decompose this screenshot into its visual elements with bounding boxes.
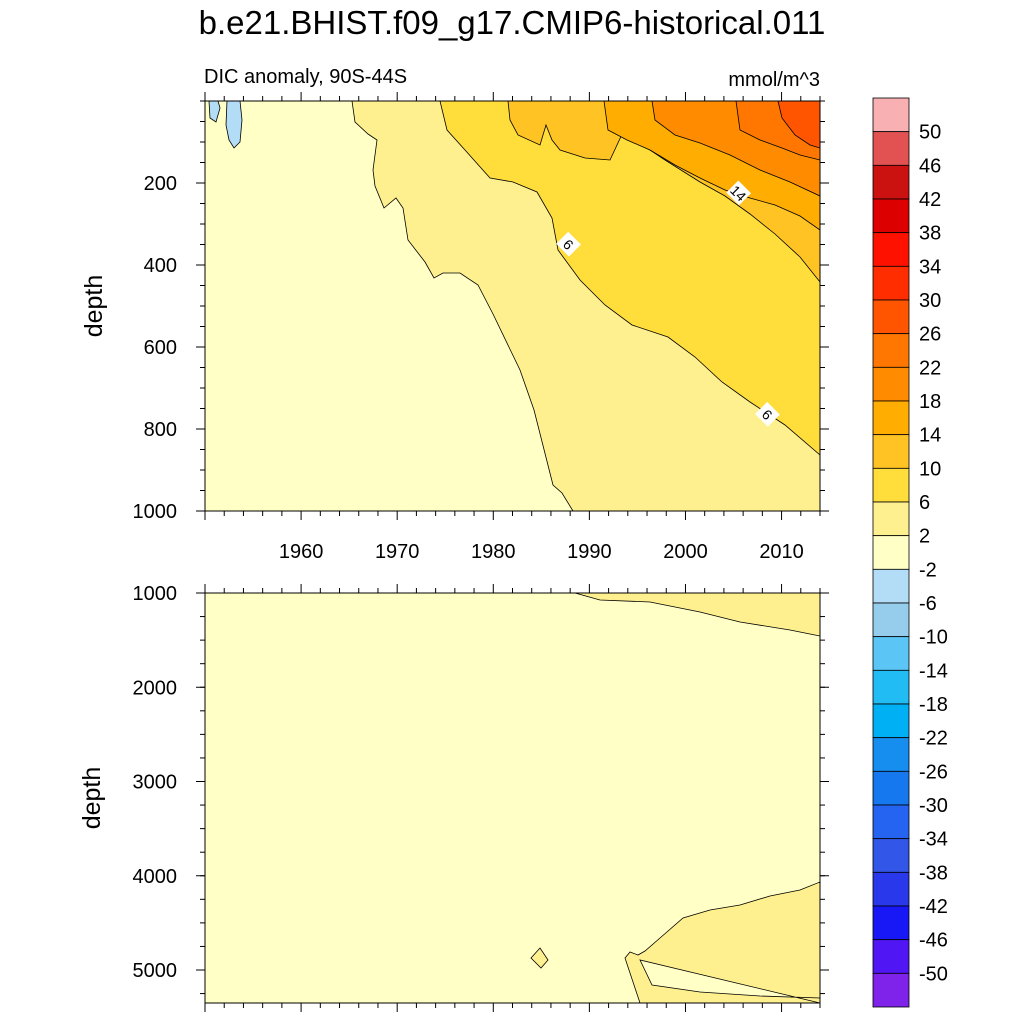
- y-tick-label: 200: [144, 173, 177, 195]
- contour-label: 14: [726, 180, 752, 206]
- colorbar-swatch: [872, 467, 910, 503]
- y-tick-label: 4000: [133, 866, 178, 888]
- colorbar-label: 6: [919, 492, 930, 514]
- contour-label: 6: [556, 231, 581, 257]
- colorbar-swatch: [872, 871, 910, 907]
- colorbar-swatch: [872, 636, 910, 671]
- colorbar-label: 18: [919, 391, 941, 413]
- colorbar: 50 46 42 38 34 30 26 22 18 14 10 6 2 -2 -6 -10 -14 -18 -22…: [872, 97, 948, 1008]
- colorbar-label: 22: [919, 357, 941, 379]
- x-tick-label: 1990: [567, 541, 612, 563]
- chart-title: b.e21.BHIST.f09_g17.CMIP6-historical.011: [199, 4, 826, 41]
- colorbar-label: -18: [919, 694, 948, 716]
- colorbar-label: 2: [919, 526, 930, 548]
- y-tick-label: 400: [144, 255, 177, 277]
- units-label: mmol/m^3: [728, 69, 820, 91]
- colorbar-swatch: [872, 299, 910, 335]
- y-tick-label: 1000: [133, 583, 178, 605]
- colorbar-label: -10: [919, 627, 948, 649]
- colorbar-label: 26: [919, 324, 941, 346]
- colorbar-swatch: [872, 669, 910, 705]
- colorbar-swatch: [872, 838, 910, 873]
- colorbar-swatch: [872, 770, 910, 806]
- colorbar-label: 50: [919, 122, 941, 144]
- colorbar-swatch: [872, 232, 910, 267]
- colorbar-label: 42: [919, 189, 941, 211]
- chart-subtitle: DIC anomaly, 90S-44S: [204, 66, 407, 88]
- colorbar-swatch: [872, 804, 910, 840]
- colorbar-swatch: [872, 501, 910, 537]
- colorbar-swatch: [872, 703, 910, 739]
- y-tick-label: 3000: [133, 772, 178, 794]
- contour-label-bg: [755, 401, 780, 427]
- colorbar-swatch: [872, 434, 910, 469]
- contour-label: 6: [755, 401, 780, 427]
- colorbar-swatch: [872, 131, 910, 166]
- colorbar-label: 46: [919, 155, 941, 177]
- contour-label-bg: [726, 180, 752, 206]
- upper-ylabel: depth: [80, 275, 108, 338]
- colorbar-label: -6: [919, 593, 937, 615]
- x-tick-label: 1960: [279, 541, 324, 563]
- y-tick-label: 5000: [133, 960, 178, 982]
- colorbar-label: 30: [919, 290, 941, 312]
- contour-label-bg: [556, 231, 581, 257]
- x-tick-label: 2000: [663, 541, 708, 563]
- colorbar-swatch: [872, 972, 910, 1008]
- colorbar-label: -46: [919, 930, 948, 952]
- colorbar-label: -2: [919, 559, 937, 581]
- colorbar-label: -14: [919, 660, 948, 682]
- colorbar-label: 38: [919, 223, 941, 245]
- colorbar-label: -30: [919, 795, 948, 817]
- colorbar-swatch: [872, 602, 910, 638]
- y-tick-label: 600: [144, 337, 177, 359]
- region-26-30: [777, 101, 820, 149]
- colorbar-label: -34: [919, 829, 948, 851]
- colorbar-label: -42: [919, 896, 948, 918]
- region-2-6-lower-bottom: [624, 881, 820, 1003]
- colorbar-label: -26: [919, 761, 948, 783]
- colorbar-swatch: [872, 568, 910, 604]
- region-2-6-lower-top: [574, 593, 820, 637]
- colorbar-swatch: [872, 198, 910, 234]
- colorbar-swatch: [872, 333, 910, 368]
- upper-panel: 14 6 6 200 400 600 800 1000 1960 1970 1980 1990 200…: [80, 92, 829, 563]
- colorbar-swatch: [872, 737, 910, 772]
- region-2-6-lower-blob: [530, 947, 549, 969]
- y-tick-label: 800: [144, 419, 177, 441]
- colorbar-label: -38: [919, 862, 948, 884]
- region-neg-center: [225, 101, 243, 149]
- lower-panel: 1000 2000 3000 4000 5000 depth: [78, 583, 829, 1012]
- x-tick-label: 2010: [759, 541, 804, 563]
- colorbar-label: 34: [919, 256, 941, 278]
- colorbar-swatch: [872, 905, 910, 941]
- colorbar-swatch: [872, 400, 910, 436]
- colorbar-label: 10: [919, 458, 941, 480]
- colorbar-swatch: [872, 265, 910, 301]
- colorbar-swatch: [872, 535, 910, 570]
- colorbar-swatch: [872, 97, 910, 133]
- colorbar-label: 14: [919, 425, 941, 447]
- colorbar-label: -50: [919, 963, 948, 985]
- colorbar-swatch: [872, 164, 910, 200]
- region-neg-left: [208, 101, 221, 123]
- y-tick-label: 2000: [133, 677, 178, 699]
- colorbar-swatch: [872, 366, 910, 402]
- colorbar-swatch: [872, 939, 910, 974]
- x-tick-label: 1970: [375, 541, 420, 563]
- x-tick-label: 1980: [471, 541, 516, 563]
- colorbar-label: -22: [919, 728, 948, 750]
- lower-ylabel: depth: [78, 767, 106, 830]
- y-tick-label: 1000: [133, 501, 178, 523]
